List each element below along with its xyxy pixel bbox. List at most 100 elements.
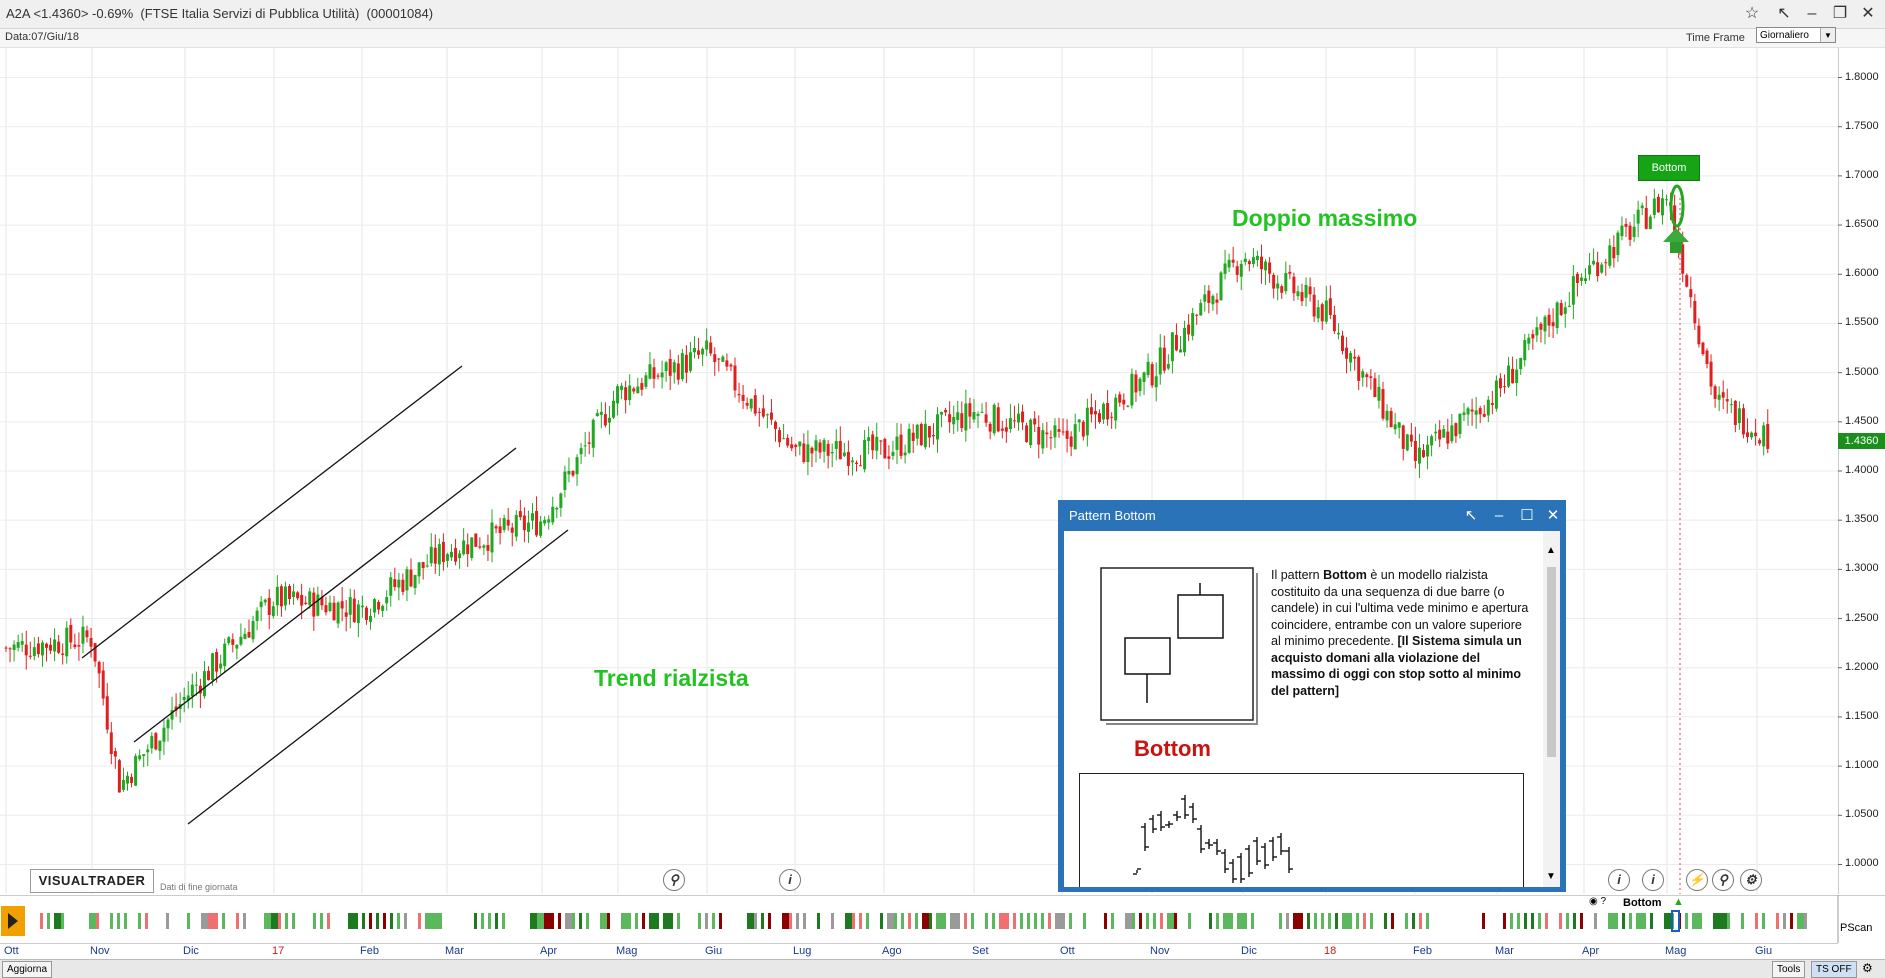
link-icon[interactable]: ⚲: [663, 869, 685, 891]
pscan-signal-bar: [327, 913, 330, 929]
candle-body: [1717, 394, 1721, 400]
candle-body: [1685, 275, 1689, 287]
channel-lower-line: [187, 529, 569, 825]
pscan-signal-bar: [1685, 913, 1688, 929]
close-icon[interactable]: ✕: [1546, 507, 1560, 524]
candle-body: [769, 412, 773, 420]
candle-body: [559, 493, 563, 508]
pscan-signal-bar: [292, 913, 295, 929]
pscan-signal-bar: [390, 913, 393, 929]
candle-body: [1705, 350, 1709, 365]
candle-body: [369, 615, 372, 622]
info-icon-3[interactable]: i: [1642, 869, 1664, 891]
lightning-icon[interactable]: ⚡: [1686, 869, 1708, 891]
tools-button[interactable]: Tools: [1772, 961, 1806, 978]
gear-icon[interactable]: ⚙: [1862, 961, 1873, 975]
candle-body: [1462, 412, 1466, 416]
pscan-signal-bar: [495, 913, 498, 929]
bottom-signal-tag[interactable]: Bottom: [1638, 155, 1700, 181]
candle-body: [1345, 347, 1349, 359]
candle-body: [364, 607, 368, 620]
candle-body: [1567, 305, 1571, 308]
candle-body: [940, 411, 944, 415]
pscan-signal-bar: [1307, 913, 1310, 929]
x-tick-label: Mag: [1665, 945, 1687, 957]
refresh-button[interactable]: Aggiorna: [2, 961, 53, 978]
pscan-signal-bar: [887, 913, 897, 929]
pscan-signal-bar: [852, 913, 855, 929]
candle-body: [474, 533, 478, 547]
pscan-signal-bar: [642, 913, 645, 929]
network-icon[interactable]: ⚙: [1740, 869, 1762, 891]
pscan-signal-bar: [362, 913, 365, 929]
pscan-signal-bar: [908, 913, 911, 929]
star-icon[interactable]: ☆: [1744, 5, 1760, 22]
minimize-icon[interactable]: –: [1807, 5, 1817, 22]
candle-body: [846, 451, 850, 466]
y-tick-label: 1.8000: [1845, 70, 1879, 83]
candle-body: [271, 606, 275, 617]
pscan-signal-bar: [397, 913, 400, 929]
candle-body: [1579, 277, 1583, 281]
y-tick-label: 1.5500: [1845, 316, 1879, 329]
maximize-icon[interactable]: ☐: [1520, 507, 1534, 524]
pscan-signal-bar: [1146, 913, 1149, 929]
close-icon[interactable]: ✕: [1861, 5, 1875, 22]
candle-body: [607, 417, 611, 423]
pscan-signal-bar: [208, 913, 218, 929]
info-icon[interactable]: i: [779, 869, 801, 891]
ts-off-button[interactable]: TS OFF: [1811, 961, 1857, 978]
popup-scrollbar[interactable]: ▲ ▼: [1543, 531, 1560, 887]
candle-body: [1482, 413, 1486, 417]
pscan-signal-bar: [54, 913, 64, 929]
scroll-up-icon[interactable]: ▲: [1546, 545, 1556, 556]
pscan-signal-bar: [992, 913, 995, 929]
candle-body: [1733, 400, 1737, 425]
info-icon-2[interactable]: i: [1608, 869, 1630, 891]
candle-body: [850, 460, 854, 463]
info-bar: Data:07/Giu/18 Time Frame: [0, 29, 1885, 48]
pscan-signal-bar: [1524, 913, 1527, 929]
scroll-thumb[interactable]: [1547, 567, 1556, 757]
candle-body: [1434, 431, 1438, 434]
candle-body: [1162, 347, 1166, 371]
candle-body: [915, 424, 919, 439]
candle-body: [393, 579, 397, 587]
pscan-signal-bar: [1160, 913, 1163, 929]
scroll-down-icon[interactable]: ▼: [1546, 871, 1556, 882]
x-tick-label: Dic: [183, 945, 199, 957]
candle-body: [919, 424, 923, 446]
candle-body: [737, 394, 741, 396]
pscan-signal-bar: [1531, 913, 1534, 929]
pattern-popup-window[interactable]: Pattern Bottom ↖ – ☐ ✕ Il pattern Bottom…: [1058, 500, 1566, 892]
pscan-signal-bar: [1720, 913, 1730, 929]
candle-body: [1592, 260, 1596, 265]
candle-body: [486, 545, 490, 551]
pscan-signal-bar: [1069, 913, 1072, 929]
candle-body: [324, 605, 328, 613]
pscan-signal-bar: [929, 913, 932, 929]
candle-body: [1466, 408, 1470, 415]
pin-icon[interactable]: ↖: [1464, 507, 1478, 524]
candle-body: [348, 597, 352, 615]
candle-body: [97, 661, 101, 674]
pscan-signal-bar: [1237, 913, 1247, 929]
minimize-icon[interactable]: –: [1494, 507, 1504, 524]
link-icon-2[interactable]: ⚲: [1712, 869, 1734, 891]
candle-body: [583, 445, 587, 447]
x-tick-label: Feb: [360, 945, 379, 957]
candle-body: [1397, 422, 1401, 428]
pscan-signal-bar: [985, 913, 988, 929]
timeframe-select[interactable]: Giornaliero ▼: [1756, 27, 1836, 43]
pscan-signal-bar: [1279, 913, 1282, 929]
pin-icon[interactable]: ↖: [1777, 5, 1791, 22]
pscan-signal-bar: [866, 913, 869, 929]
candle-body: [462, 540, 466, 555]
candle-body: [1219, 272, 1223, 301]
candle-body: [1417, 447, 1421, 464]
candle-body: [968, 403, 972, 417]
pscan-signal-bar: [110, 913, 113, 929]
candle-body: [85, 630, 89, 638]
candle-body: [1766, 423, 1770, 449]
maximize-icon[interactable]: ❐: [1832, 5, 1848, 22]
